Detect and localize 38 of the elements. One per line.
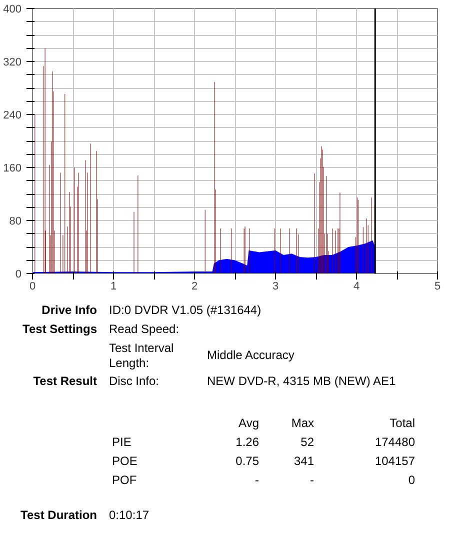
y-tick-label: 0 (15, 268, 22, 280)
text: Max (291, 416, 314, 431)
y-tick-label: 80 (9, 216, 22, 228)
x-tick-label: 2 (191, 280, 198, 292)
text: NEW DVD-R, 4315 MB (NEW) AE1 (207, 374, 396, 389)
y-tick-label: 400 (3, 4, 22, 16)
text: PIE (112, 435, 132, 450)
text: 174480 (374, 435, 415, 450)
y-tick-label: 160 (3, 162, 22, 174)
text: 104157 (374, 454, 415, 469)
text: ID:0 DVDR V1.05 (#131644) (109, 303, 262, 318)
y-tick-label: 320 (3, 56, 22, 68)
text: Total (390, 416, 415, 431)
text: Disc Info: (109, 374, 160, 389)
text: 0 (408, 473, 415, 488)
text: 0.75 (236, 454, 259, 469)
x-tick-label: 0 (29, 280, 36, 292)
text: Test Duration (20, 508, 97, 523)
text: Avg (238, 416, 259, 431)
x-tick-label: 4 (353, 280, 360, 292)
text: - (255, 473, 259, 488)
text: POE (112, 454, 138, 469)
text: 0:10:17 (109, 508, 150, 523)
text: Test Interval Length: (109, 341, 175, 371)
text: Middle Accuracy (207, 348, 294, 363)
text: 1.26 (236, 435, 259, 450)
x-tick-label: 1 (110, 280, 117, 292)
text: 52 (300, 435, 314, 450)
x-tick-label: 5 (434, 280, 441, 292)
y-tick-label: 240 (3, 110, 22, 122)
text: Test Result (33, 374, 97, 389)
text: POF (112, 473, 137, 488)
text: Read Speed: (109, 322, 180, 337)
text: Test Settings (22, 322, 97, 337)
text: Drive Info (42, 303, 97, 318)
x-tick-label: 3 (272, 280, 279, 292)
text: 341 (294, 454, 314, 469)
text: - (310, 473, 314, 488)
